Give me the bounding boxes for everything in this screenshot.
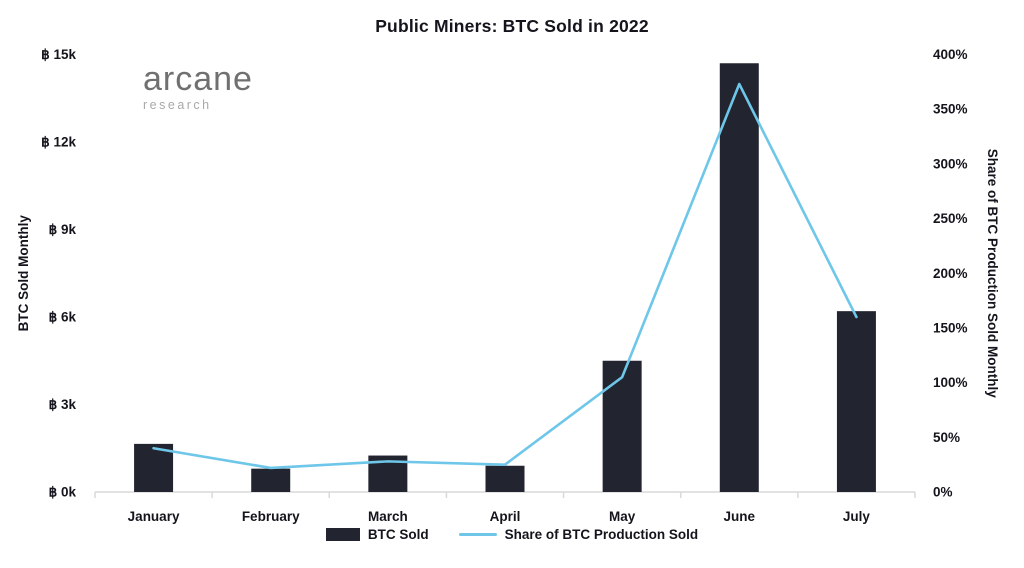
left-axis-tick-label: ฿ 9k — [49, 222, 77, 237]
line-series-swatch — [458, 533, 497, 536]
right-axis-tick-label: 350% — [933, 102, 968, 117]
right-axis-tick-label: 200% — [933, 266, 968, 281]
bar-june — [719, 63, 759, 492]
x-axis-category-label: January — [128, 509, 180, 524]
chart-title: Public Miners: BTC Sold in 2022 — [375, 16, 649, 36]
bar-july — [836, 311, 876, 492]
left-axis-tick-label: ฿ 12k — [41, 135, 76, 150]
right-axis-tick-label: 250% — [933, 211, 968, 226]
arcane-logo: arcane research — [143, 62, 253, 112]
legend-item-share-sold: Share of BTC Production Sold — [458, 527, 699, 542]
arcane-logo-wordmark: arcane — [143, 60, 253, 98]
share-of-production-line — [152, 82, 858, 470]
x-axis-category-label: May — [609, 509, 636, 524]
x-axis-category-label: April — [490, 509, 521, 524]
left-axis-tick-label: ฿ 0k — [49, 485, 77, 500]
right-axis-tick-label: 400% — [933, 47, 968, 62]
bar-may — [602, 360, 642, 492]
legend-label: BTC Sold — [367, 527, 429, 542]
legend-label: Share of BTC Production Sold — [504, 527, 699, 542]
left-axis-tick-label: ฿ 15k — [41, 47, 76, 62]
left-axis-title: BTC Sold Monthly — [16, 215, 31, 332]
right-axis-tick-label: 300% — [933, 156, 968, 171]
x-axis-category-label: July — [843, 509, 871, 524]
x-axis-category-label: June — [724, 509, 756, 524]
right-axis-tick-label: 100% — [933, 375, 968, 390]
right-axis-title: Share of BTC Production Sold Monthly — [985, 149, 1000, 398]
right-axis-tick-label: 50% — [933, 430, 960, 445]
left-axis-tick-label: ฿ 6k — [49, 310, 77, 325]
right-axis-tick-label: 150% — [933, 320, 968, 335]
right-axis-tick-label: 0% — [933, 485, 953, 500]
bar-series-swatch — [325, 528, 360, 541]
bar-february — [251, 468, 291, 492]
bar-april — [485, 465, 525, 492]
legend-item-btc-sold: BTC Sold — [325, 527, 429, 542]
x-axis-category-label: February — [242, 509, 300, 524]
bar-january — [134, 443, 174, 492]
chart-legend: BTC Sold Share of BTC Production Sold — [0, 527, 1024, 542]
left-axis-tick-label: ฿ 3k — [49, 397, 77, 412]
arcane-logo-subtitle: research — [143, 98, 212, 112]
x-axis-category-label: March — [368, 509, 408, 524]
